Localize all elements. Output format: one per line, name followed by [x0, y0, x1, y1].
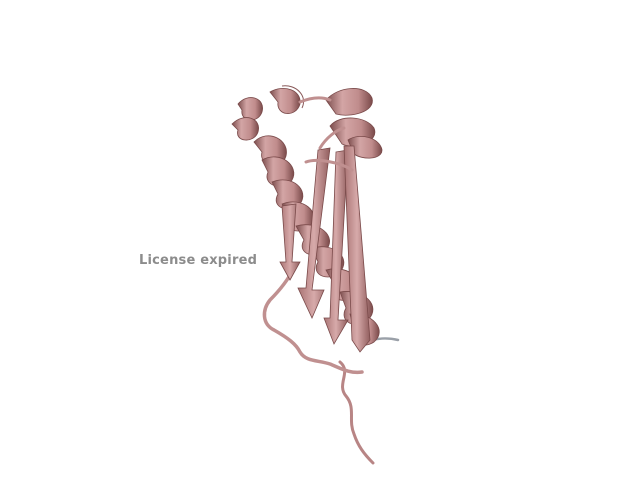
coil-top-link [304, 158, 354, 172]
beta-strand-1 [297, 147, 331, 319]
coil-loop-left [262, 266, 364, 375]
beta-strand-4 [279, 203, 301, 281]
alpha-helix-top-left [231, 85, 304, 141]
beta-strand-3 [343, 145, 371, 353]
coil-upper-loop [318, 126, 346, 150]
alpha-helix-top-right [298, 88, 383, 159]
coil-tail [338, 360, 375, 465]
license-watermark: License expired [139, 253, 258, 268]
